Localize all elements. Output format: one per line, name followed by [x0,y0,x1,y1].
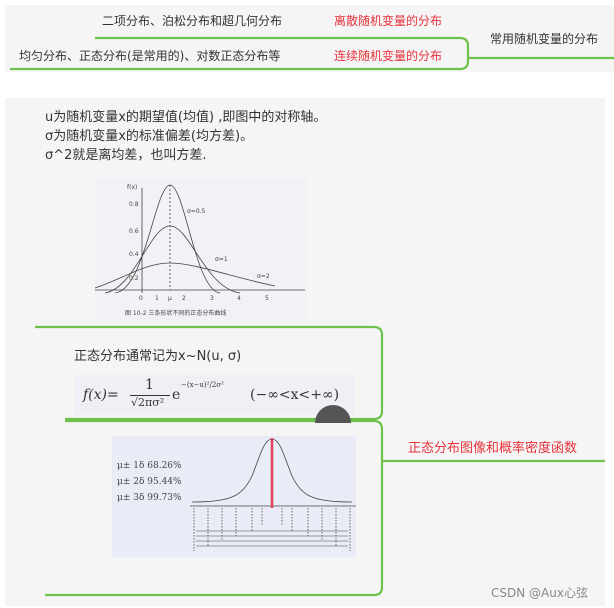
formula-den: √2πσ² [131,396,165,409]
fig1-caption: 图 10-2 三条形状不同的正态分布曲线 [125,309,226,317]
connector-formula [35,325,384,421]
fig1-ytick: 0.8 [129,201,139,208]
fig1-xtick: 1 [155,295,159,302]
sigma-2-row: μ± 2δ 95.44% [117,477,182,487]
fig1-xtick: 2 [182,295,186,302]
fig1-ytick: 0.2 [129,275,139,282]
notes: u为随机变量x的期望值(均值) ,即图中的对称轴。 σ为随机变量x的标准偏差(均… [45,108,326,165]
note-std: σ为随机变量x的标准偏差(均方差)。 [45,129,254,144]
fig1-ytick: 0.4 [129,251,139,258]
fig1-xtick: μ [168,295,172,302]
formula-sup: −(x−u)²/2σ² [181,381,224,389]
fig1-ylabel: f(x) [127,184,137,191]
note-variance: σ^2就是离均差，也叫方差. [45,148,207,163]
fig1-curve-label: σ=2 [257,273,270,280]
fig1-xtick: 5 [265,295,269,302]
watermark: CSDN @Aux心弦 [491,586,588,600]
sigma-1-row: μ± 1δ 68.26% [117,461,182,471]
fig1-xtick: 4 [237,295,241,302]
normal-probability-image: μ± 1δ 68.26% μ± 2δ 95.44% μ± 3δ 99.73% [112,436,356,557]
normal-curves-image: f(x) 0.8 0.6 0.4 0.2 0 1 μ 2 3 4 5 σ=0.5… [94,178,307,320]
notation-text: 正态分布通常记为x~N(u, σ) [74,349,242,364]
sigma-3-row: μ± 3δ 99.73% [117,493,182,503]
fig1-ytick: 0.6 [129,228,139,235]
fig1-xtick: 0 [139,295,143,302]
connector-top-branches [10,36,470,71]
fig1-curve-label: σ=0.5 [187,208,206,215]
fig1-xtick: 3 [210,295,214,302]
formula-num: 1 [145,377,154,393]
formula-range: (−∞<x<+∞) [250,387,340,403]
normal-branch-label[interactable]: 正态分布图像和概率密度函数 [408,441,578,456]
continuous-detail: 均匀分布、正态分布(是常用的)、对数正态分布等 [19,49,281,63]
root-label[interactable]: 常用随机变量的分布 [490,32,599,46]
discrete-detail: 二项分布、泊松分布和超几何分布 [102,14,283,28]
connector-figure2 [45,419,384,597]
note-mean: u为随机变量x的期望值(均值) ,即图中的对称轴。 [45,110,327,125]
formula-image: f(x)= 1 √2πσ² e −(x−u)²/2σ² (−∞<x<+∞) [75,375,355,423]
formula-lhs: f(x)= [83,387,119,403]
discrete-label[interactable]: 离散随机变量的分布 [334,14,443,28]
continuous-label[interactable]: 连续随机变量的分布 [334,49,443,63]
formula-exp: e [172,387,181,403]
fig1-curve-label: σ=1 [215,256,228,263]
video-overlay-button[interactable] [315,405,351,423]
